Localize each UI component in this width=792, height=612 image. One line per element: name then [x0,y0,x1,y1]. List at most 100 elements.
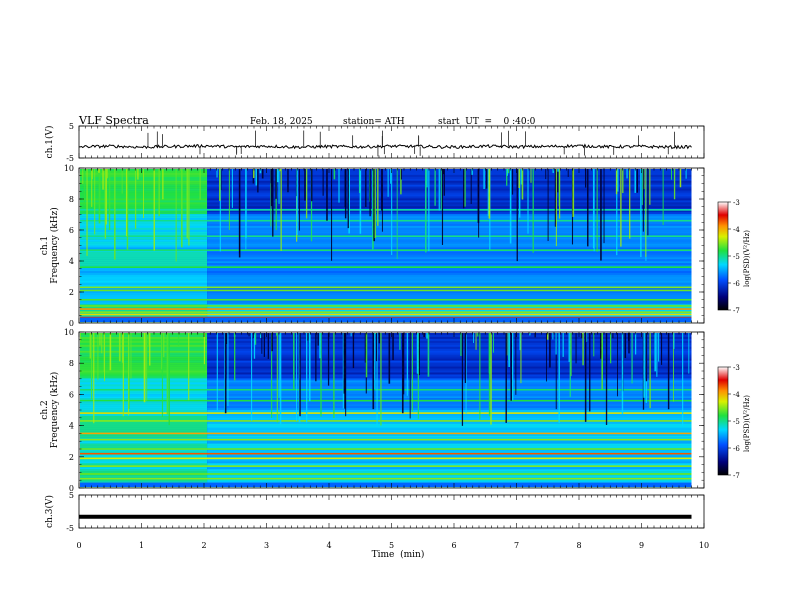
spectrogram-cell [80,342,208,346]
spectrogram-cell [80,253,208,256]
sferic-streak [634,169,637,193]
sferic-streak [636,169,639,193]
sferic-streak [137,169,139,180]
figure-title: VLF Spectra [78,114,149,127]
sferic-streak [275,169,277,231]
transmitter-line [80,209,692,211]
x-tick-label: 9 [639,541,644,550]
spectrogram-cell [207,336,692,340]
sferic-streak [259,333,262,339]
spectrogram-cell [207,342,692,346]
spectrogram-cell [207,186,692,189]
spectrogram-cell [207,455,692,458]
sferic-streak [143,333,146,403]
spectrogram-cell [207,439,692,442]
spectrogram-cell [207,251,692,254]
sferic-streak [146,333,148,402]
y-tick-label: 0 [69,319,74,328]
y-tick-label: 2 [69,288,74,297]
sferic-streak [519,333,521,351]
sferic-streak [620,169,622,247]
spectrogram-cell [207,437,692,440]
sferic-streak [510,333,512,401]
sferic-streak [275,169,277,199]
spectrogram-cell [80,417,208,421]
sferic-streak [319,333,321,359]
sferic-streak [549,333,551,368]
transmitter-line [80,452,692,455]
sferic-streak [333,333,335,419]
spectrogram-cell [80,423,208,426]
sferic-streak [673,169,676,200]
sferic-streak [589,333,591,412]
spectrogram-cell [207,223,692,227]
spectrogram-cell [80,396,208,399]
spectrogram-cell [80,306,208,309]
sferic-streak [267,333,269,359]
y-tick-label: 10 [64,164,74,173]
sferic-streak [162,169,164,200]
spectrogram-cell [207,290,692,293]
sferic-streak [102,169,104,190]
spectrogram-cell [207,267,692,270]
spectrogram-cell [80,267,208,270]
spectrogram-cell [207,469,692,472]
sferic-streak [378,333,381,344]
sferic-streak [97,333,99,380]
sferic-streak [91,169,93,207]
spectrogram-cell [80,265,208,268]
sferic-streak [272,169,274,237]
spectrogram-cell [207,192,692,195]
sferic-streak [342,333,344,409]
sferic-streak [216,169,218,178]
sferic-streak [175,169,177,262]
sferic-streak [326,169,328,221]
sferic-streak [305,169,308,219]
spectrogram-cell [207,364,692,367]
spectrogram-cell [80,354,208,357]
spectrogram-cell [80,475,208,478]
spectrogram-cell [80,218,208,221]
spectrogram-cell [207,239,692,242]
sferic-streak [409,333,411,419]
date-label: Feb. 18, 2025 [250,117,313,127]
sferic-streak [596,169,598,252]
spectrogram-cell [207,259,692,262]
spectrogram-cell [80,453,208,456]
sferic-streak [105,169,107,170]
transmitter-line [80,235,692,237]
sferic-streak [507,169,510,174]
spectrogram-cell [80,247,208,250]
sferic-streak [245,169,247,239]
spectrogram-cell [207,344,692,348]
spectrogram-cell [207,382,692,385]
spectrogram-cell [80,362,208,365]
sferic-streak [228,169,230,230]
spectrogram-cell [207,269,692,272]
sferic-streak [426,333,428,339]
sferic-streak [599,333,602,359]
spectrogram-cell [80,451,208,454]
spectrogram-cell [207,190,692,193]
x-tick-label: 6 [451,541,456,550]
spectrogram-cell [207,272,692,276]
sferic-streak [270,169,273,207]
colorbar-tick-label: -3 [733,364,740,372]
sferic-streak [327,333,330,386]
sferic-streak [584,169,587,188]
sferic-streak [343,333,346,394]
spectrogram-cell [80,425,208,428]
spectrogram-cell [80,336,208,340]
spectrogram-2 [79,332,704,488]
sferic-streak [464,169,466,207]
sferic-streak [424,169,427,253]
sferic-streak [188,169,190,246]
spectrogram-cell [207,292,692,295]
spectrogram-cell [80,278,208,282]
colorbar-tick-label: -4 [733,226,740,234]
sferic-streak [373,169,376,242]
sferic-streak [593,333,596,335]
sferic-streak [616,169,618,256]
spectrogram-cell [80,439,208,442]
sferic-streak [271,333,273,352]
